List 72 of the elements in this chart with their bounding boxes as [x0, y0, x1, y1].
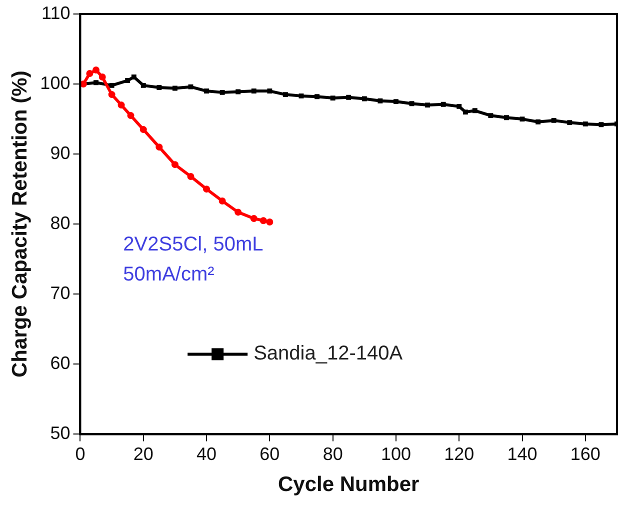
point: [94, 80, 98, 86]
point: [156, 144, 163, 151]
point: [298, 93, 304, 98]
point: [462, 110, 468, 115]
point: [282, 92, 288, 98]
point: [520, 116, 525, 122]
point: [330, 96, 336, 101]
point: [92, 66, 100, 74]
point: [267, 88, 272, 94]
point: [440, 102, 446, 107]
point: [188, 84, 194, 90]
point: [127, 112, 134, 120]
point: [314, 94, 320, 100]
point: [362, 96, 367, 102]
point: [171, 161, 178, 168]
point: [536, 119, 541, 124]
x-axis-title: Cycle Number: [278, 473, 420, 496]
x-tick-label: 40: [196, 444, 217, 464]
point: [108, 91, 116, 98]
point: [234, 208, 242, 216]
point: [118, 102, 125, 109]
point: [551, 118, 556, 123]
y-tick-label: 90: [50, 143, 70, 164]
y-tick-label: 50: [50, 423, 70, 444]
point: [156, 85, 162, 90]
point: [251, 88, 256, 94]
point: [172, 86, 178, 91]
x-tick-label: 140: [507, 444, 538, 464]
point: [218, 197, 226, 204]
x-tick-label: 80: [322, 444, 343, 464]
point: [187, 172, 194, 180]
point: [378, 98, 383, 104]
point: [598, 122, 604, 128]
point: [346, 94, 352, 100]
y-tick-label: 110: [42, 2, 70, 23]
point: [98, 74, 106, 81]
x-tick-label: 60: [260, 444, 280, 464]
point: [504, 115, 509, 120]
point: [425, 102, 430, 108]
y-axis-title: Charge Capacity Retention (%): [8, 70, 32, 378]
point: [409, 101, 414, 106]
point: [125, 78, 130, 84]
point: [266, 218, 274, 226]
point: [567, 120, 572, 126]
x-tick-label: 120: [444, 444, 474, 464]
y-tick-label: 80: [50, 213, 70, 234]
y-tick-label: 100: [40, 73, 70, 93]
x-tick-label: 100: [380, 444, 411, 464]
x-tick-label: 0: [75, 444, 86, 464]
point: [220, 90, 225, 95]
point: [488, 113, 494, 118]
point: [140, 126, 147, 134]
x-tick-label: 20: [133, 444, 154, 464]
legend-label: Sandia_12-140A: [254, 342, 404, 365]
y-tick-label: 70: [50, 283, 70, 304]
point: [250, 215, 258, 222]
point: [472, 108, 478, 114]
annotation: 2V2S5Cl, 50mL: [123, 234, 264, 256]
point: [394, 99, 398, 104]
point: [86, 70, 94, 78]
point: [582, 121, 588, 126]
point: [131, 74, 136, 80]
point: [204, 88, 210, 94]
x-tick-label: 160: [570, 444, 600, 464]
point: [260, 217, 267, 224]
point: [236, 89, 241, 94]
point: [109, 82, 114, 88]
y-tick-label: 60: [50, 353, 70, 374]
point: [456, 104, 462, 109]
point: [203, 186, 210, 193]
point: [140, 82, 146, 88]
annotation: 50mA/cm²: [123, 264, 215, 286]
